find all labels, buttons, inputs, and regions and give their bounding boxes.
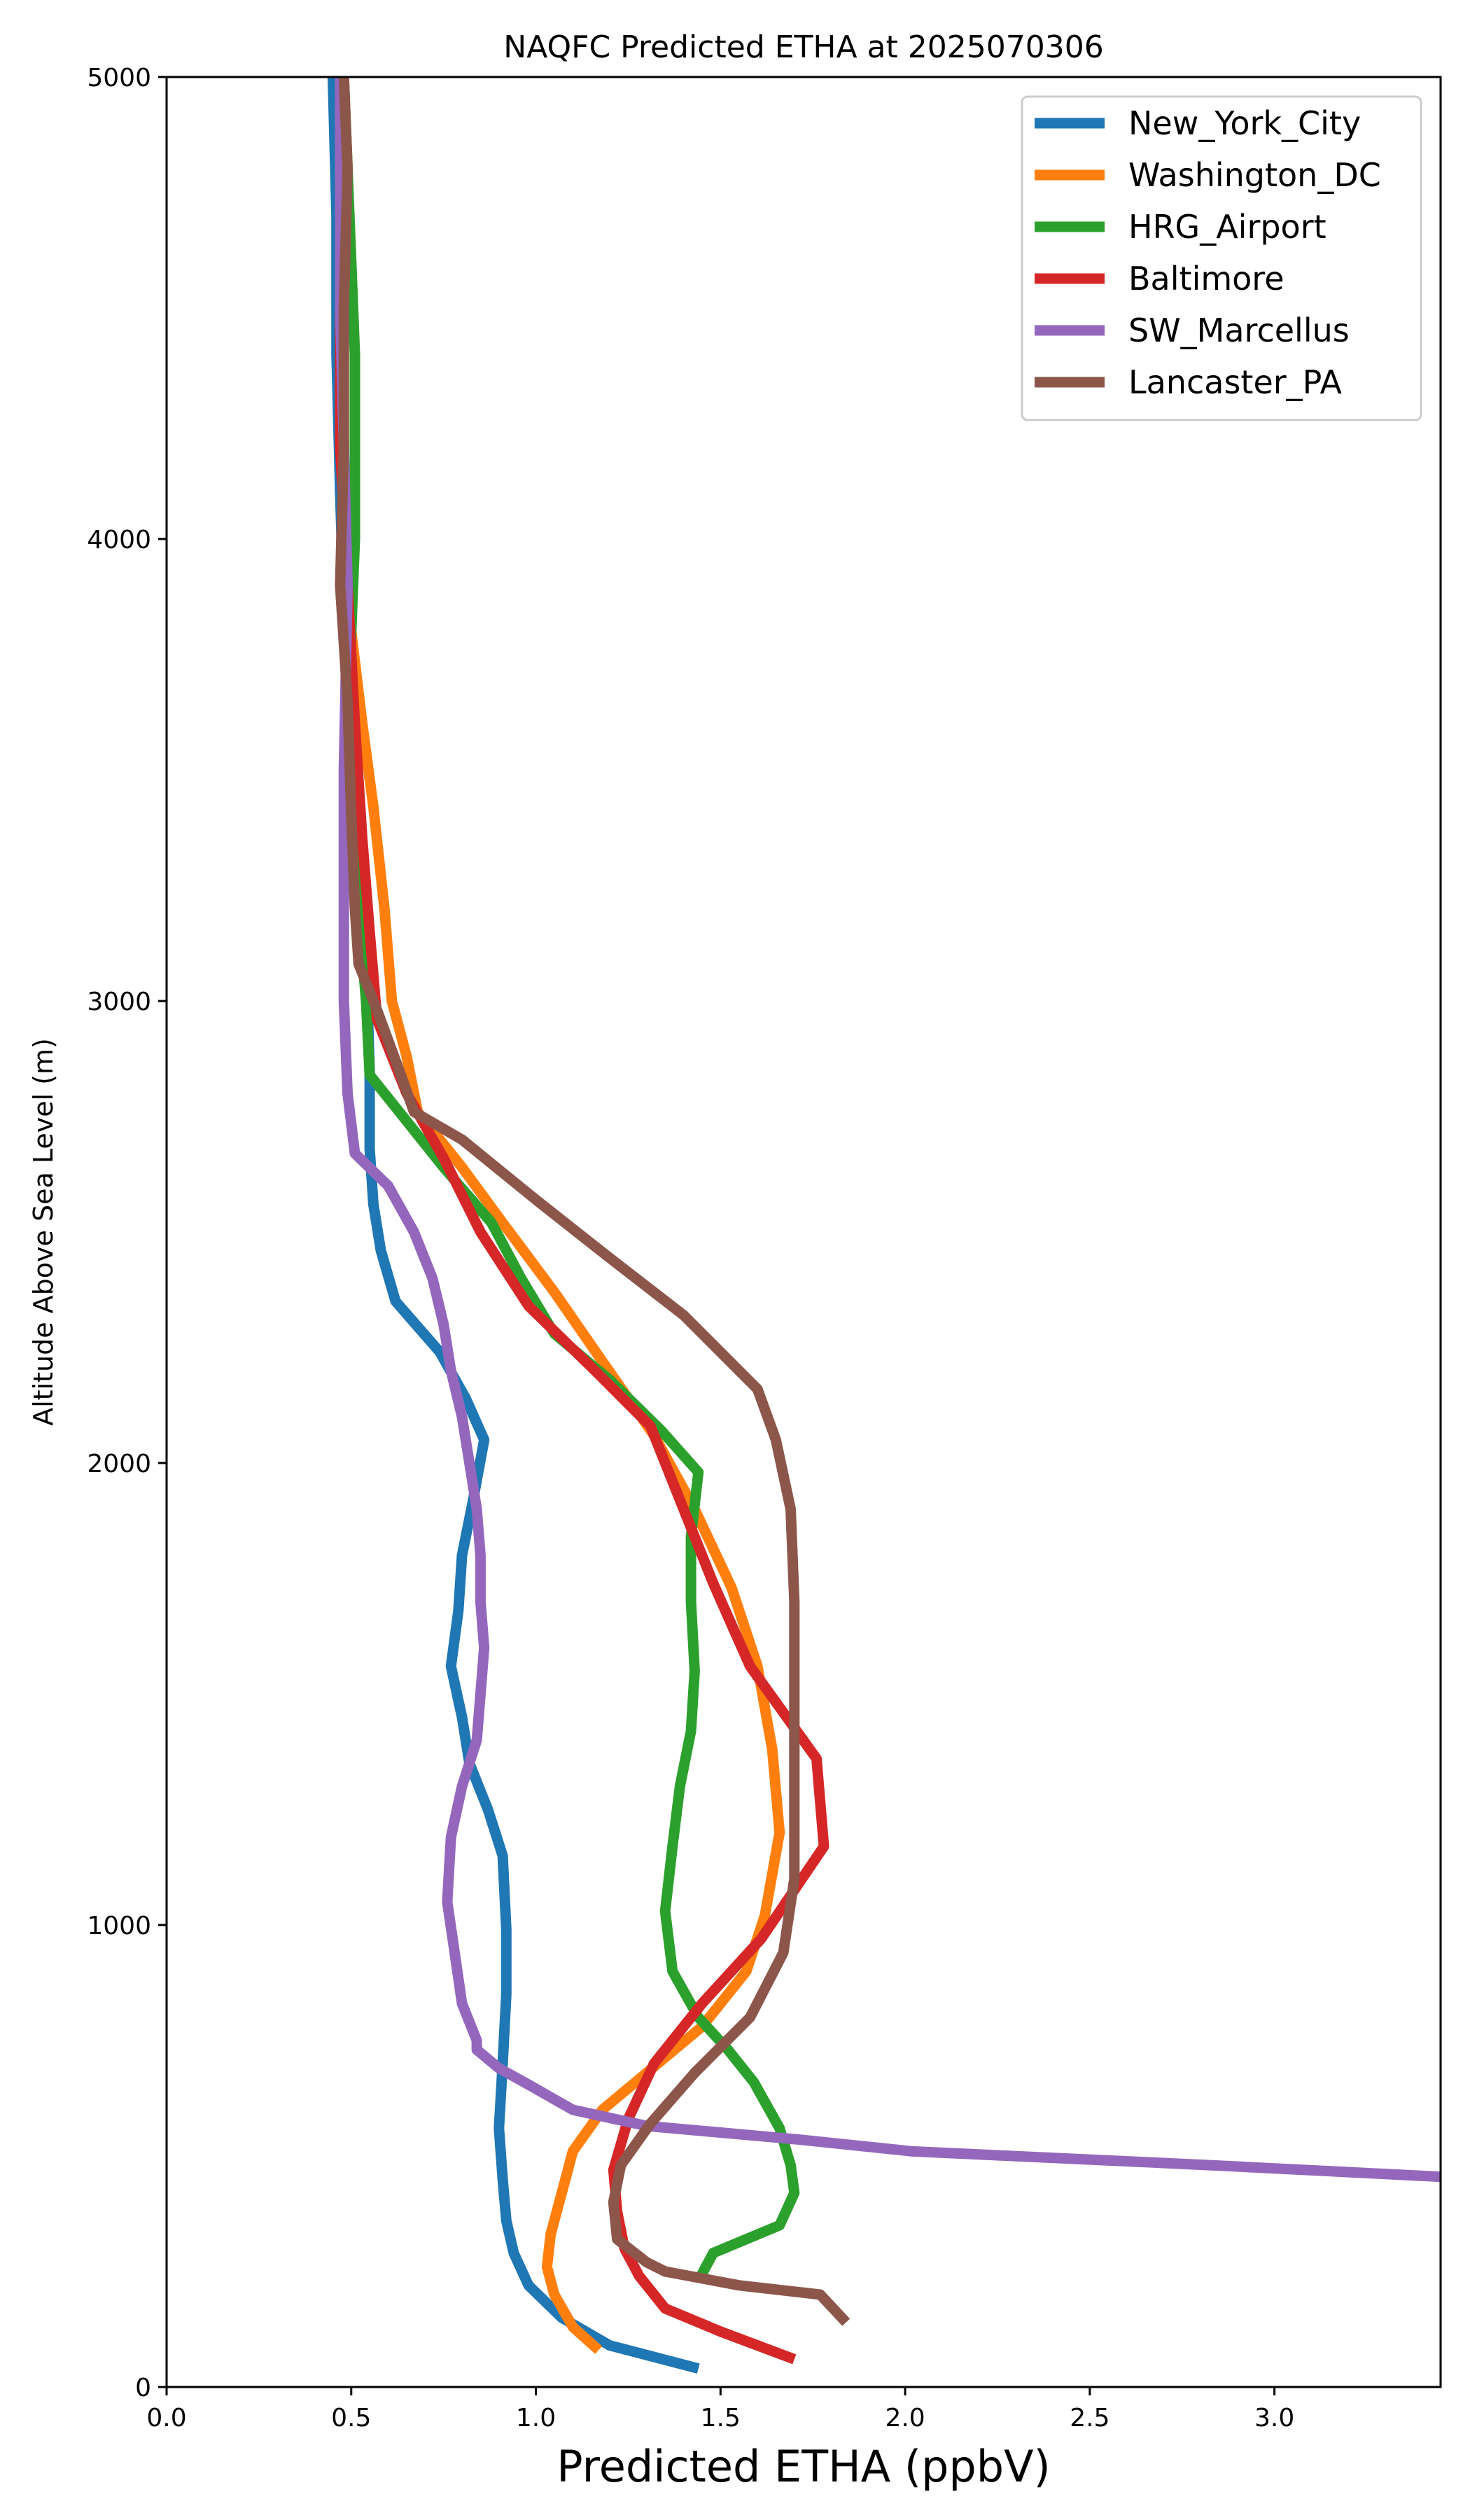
legend-items: New_York_City Washington_DC HRG_Airport Bal… [1035, 104, 1381, 401]
series-layer [327, 77, 1441, 2374]
chart-title: NAQFC Predicted ETHA at 2025070306 [503, 29, 1103, 65]
x-tick-label: 2.5 [1070, 2404, 1110, 2432]
y-tick-label: 1000 [87, 1912, 151, 1940]
x-tick-label: 0.5 [331, 2404, 371, 2432]
x-tick-label: 0.0 [146, 2404, 186, 2432]
legend-label: New_York_City [1128, 104, 1361, 142]
x-tick-label: 1.5 [701, 2404, 741, 2432]
legend-item: Washington_DC [1035, 156, 1381, 194]
legend-item: Baltimore [1035, 260, 1284, 298]
legend-label: Washington_DC [1128, 156, 1381, 194]
legend-item: New_York_City [1035, 104, 1361, 142]
legend-label: Baltimore [1128, 260, 1284, 298]
x-axis: 0.0 0.5 1.0 1.5 2.0 2.5 3.0 [146, 2387, 1294, 2432]
legend-label: Lancaster_PA [1128, 363, 1342, 401]
y-tick-label: 0 [135, 2374, 151, 2402]
y-axis-label: Altitude Above Sea Level (m) [28, 1038, 59, 1426]
legend-item: Lancaster_PA [1035, 363, 1342, 401]
y-axis: 0 1000 2000 3000 4000 5000 [87, 64, 167, 2402]
legend-label: HRG_Airport [1128, 208, 1326, 246]
legend-box [1021, 95, 1422, 421]
legend-item: SW_Marcellus [1035, 312, 1350, 349]
plot-frame [165, 76, 1442, 2388]
legend-item: HRG_Airport [1035, 208, 1326, 246]
legend: New_York_City Washington_DC HRG_Airport Bal… [1021, 95, 1422, 421]
legend-label: SW_Marcellus [1128, 312, 1350, 349]
y-tick-label: 4000 [87, 526, 151, 554]
x-axis-label: Predicted ETHA (ppbV) [556, 2441, 1050, 2492]
x-tick-label: 2.0 [885, 2404, 925, 2432]
y-tick-label: 5000 [87, 64, 151, 92]
y-tick-label: 3000 [87, 988, 151, 1016]
series-line-sw-marcellus [335, 77, 1441, 2183]
x-tick-label: 1.0 [516, 2404, 556, 2432]
x-tick-label: 3.0 [1254, 2404, 1294, 2432]
y-tick-label: 2000 [87, 1450, 151, 1478]
series-line-lancaster-pa [335, 77, 850, 2326]
